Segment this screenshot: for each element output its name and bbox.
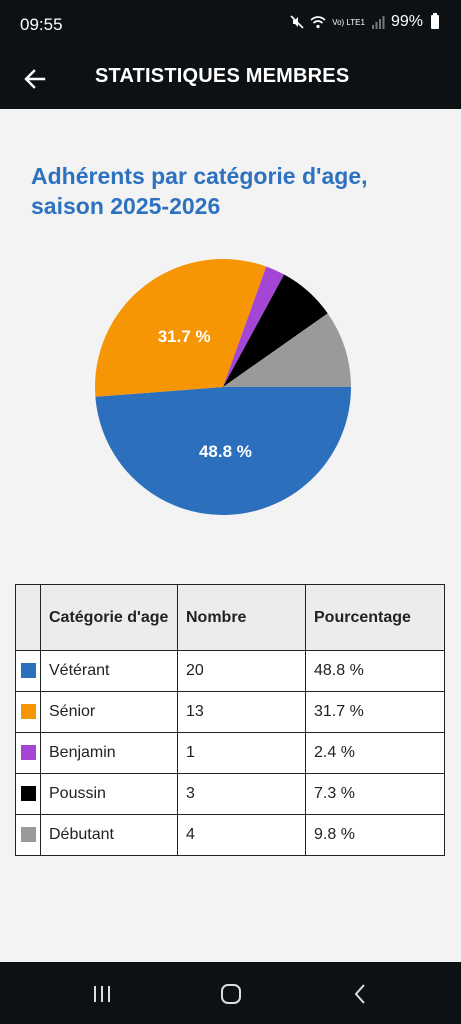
pie-chart: 48.8 % 31.7 % xyxy=(95,258,351,515)
header-category: Catégorie d'age xyxy=(40,584,178,651)
row-category: Vétérant xyxy=(40,650,178,692)
row-percent: 7.3 % xyxy=(305,773,445,815)
pie-slice-label: 31.7 % xyxy=(158,327,211,346)
row-count: 4 xyxy=(177,814,306,856)
status-time: 09:55 xyxy=(20,15,63,34)
pie-slice-debutant xyxy=(223,313,351,387)
lte-label: Vo) LTE1 xyxy=(332,17,365,27)
row-category: Benjamin xyxy=(40,732,178,774)
mute-icon xyxy=(290,15,304,29)
recents-icon xyxy=(94,986,110,1002)
nav-back-button[interactable] xyxy=(340,979,380,1009)
row-percent: 9.8 % xyxy=(305,814,445,856)
page-title: STATISTIQUES MEMBRES xyxy=(95,65,350,87)
pie-slice-veterant xyxy=(95,387,351,515)
row-color-cell xyxy=(15,814,41,856)
header-count: Nombre xyxy=(177,584,306,651)
row-count: 3 xyxy=(177,773,306,815)
header-swatch xyxy=(15,584,41,651)
table-row: Débutant 4 9.8 % xyxy=(15,814,445,856)
table-row: Benjamin 1 2.4 % xyxy=(15,732,445,774)
row-percent: 31.7 % xyxy=(305,691,445,733)
status-bar: 09:55 Vo) LTE1 99% xyxy=(0,0,461,50)
color-swatch xyxy=(20,745,36,761)
row-count: 13 xyxy=(177,691,306,733)
battery-icon xyxy=(431,13,439,29)
row-color-cell xyxy=(15,691,41,733)
color-swatch xyxy=(20,704,36,720)
row-color-cell xyxy=(15,732,41,774)
wifi-icon xyxy=(310,16,326,29)
header-percent: Pourcentage xyxy=(305,584,445,651)
row-count: 1 xyxy=(177,732,306,774)
table-row: Sénior 13 31.7 % xyxy=(15,691,445,733)
color-swatch xyxy=(20,663,36,679)
battery-percent: 99% xyxy=(390,13,423,30)
home-button[interactable] xyxy=(211,979,251,1009)
table-header-row: Catégorie d'age Nombre Pourcentage xyxy=(15,584,445,651)
pie-slice-label: 48.8 % xyxy=(199,442,252,461)
main-content: Adhérents par catégorie d'age, saison 20… xyxy=(0,109,461,962)
row-color-cell xyxy=(15,650,41,692)
pie-slice-senior xyxy=(95,258,267,397)
recents-button[interactable] xyxy=(82,979,122,1009)
row-category: Débutant xyxy=(40,814,178,856)
chart-title-line-1: Adhérents par catégorie d'age, xyxy=(31,163,368,189)
stats-table: Catégorie d'age Nombre Pourcentage Vétér… xyxy=(15,584,445,856)
chart-title-line-2: saison 2025-2026 xyxy=(31,193,221,219)
signal-icon xyxy=(371,16,385,29)
app-bar: STATISTIQUES MEMBRES xyxy=(0,50,461,109)
chart-title: Adhérents par catégorie d'age, saison 20… xyxy=(31,161,441,221)
row-percent: 48.8 % xyxy=(305,650,445,692)
home-icon xyxy=(221,984,241,1004)
color-swatch xyxy=(20,786,36,802)
chevron-left-icon xyxy=(354,984,365,1004)
color-swatch xyxy=(20,827,36,843)
table-row: Poussin 3 7.3 % xyxy=(15,773,445,815)
row-percent: 2.4 % xyxy=(305,732,445,774)
row-category: Poussin xyxy=(40,773,178,815)
pie-slice-poussin xyxy=(223,274,328,387)
back-button[interactable] xyxy=(18,62,52,96)
pie-slice-benjamin xyxy=(223,266,285,387)
table-row: Vétérant 20 48.8 % xyxy=(15,650,445,692)
row-category: Sénior xyxy=(40,691,178,733)
status-icons: Vo) LTE1 99% xyxy=(290,13,439,31)
system-nav-bar xyxy=(0,962,461,1024)
row-count: 20 xyxy=(177,650,306,692)
row-color-cell xyxy=(15,773,41,815)
arrow-left-icon xyxy=(24,69,46,89)
